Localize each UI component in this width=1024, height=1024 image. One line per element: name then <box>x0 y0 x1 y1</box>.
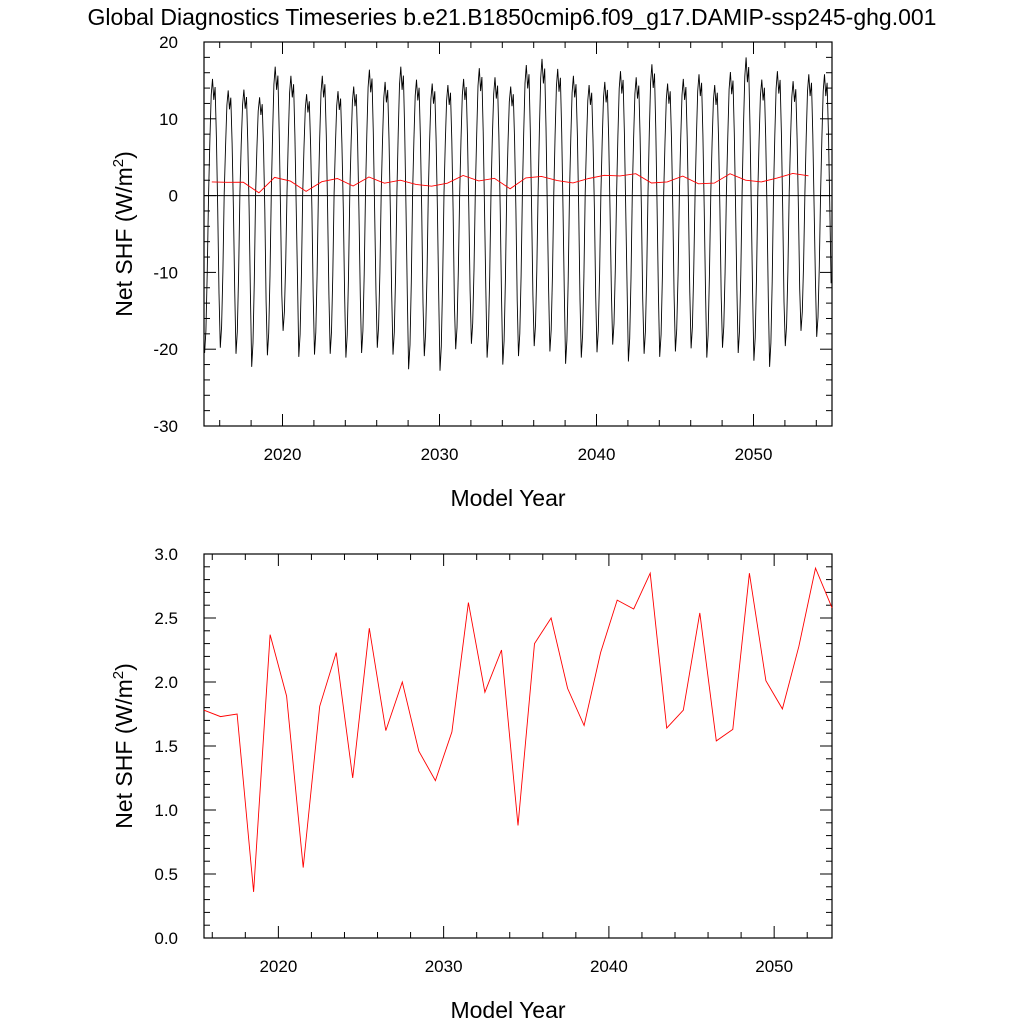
y-tick-label: 10 <box>159 110 178 129</box>
annual-mean-series-line <box>203 566 833 892</box>
top-chart-panel: 2020 2030 2040 2050 -30 -20 -10 0 10 20 Model Year… <box>110 33 833 511</box>
x-tick-label: 2020 <box>259 957 297 976</box>
x-tick-label: 2020 <box>264 445 302 464</box>
plot-frame <box>203 553 833 939</box>
x-axis-label: Model Year <box>450 997 565 1023</box>
monthly-series-line <box>204 57 832 371</box>
figure-title: Global Diagnostics Timeseries b.e21.B185… <box>87 4 937 30</box>
y-tick-label: 1.0 <box>154 801 178 820</box>
y-tick-label: -20 <box>153 340 178 359</box>
y-tick-label: 1.5 <box>154 737 178 756</box>
y-tick-label: 3.0 <box>154 545 178 564</box>
x-tick-label: 2030 <box>425 957 463 976</box>
x-axis-label: Model Year <box>450 485 565 511</box>
y-tick-label: 20 <box>159 33 178 52</box>
y-tick-label: 0.5 <box>154 865 178 884</box>
x-tick-label: 2050 <box>735 445 773 464</box>
x-tick-label: 2040 <box>578 445 616 464</box>
bottom-chart-panel: 2020 2030 2040 2050 0.0 0.5 1.0 1.5 2.0 2.5 3.0 Mod… <box>110 545 833 1023</box>
annual-mean-series-line <box>211 172 809 194</box>
y-tick-label: 2.5 <box>154 609 178 628</box>
x-tick-label: 2050 <box>755 957 793 976</box>
y-tick-label: -10 <box>153 263 178 282</box>
y-axis-label: Net SHF (W/m2) <box>110 151 137 317</box>
y-tick-label: 2.0 <box>154 673 178 692</box>
x-tick-label: 2040 <box>590 957 628 976</box>
x-tick-label: 2030 <box>421 445 459 464</box>
y-tick-label: -30 <box>153 417 178 436</box>
y-tick-label: 0 <box>169 187 178 206</box>
y-tick-label: 0.0 <box>154 929 178 948</box>
y-axis-label: Net SHF (W/m2) <box>110 663 137 829</box>
plot-frame <box>203 41 833 427</box>
